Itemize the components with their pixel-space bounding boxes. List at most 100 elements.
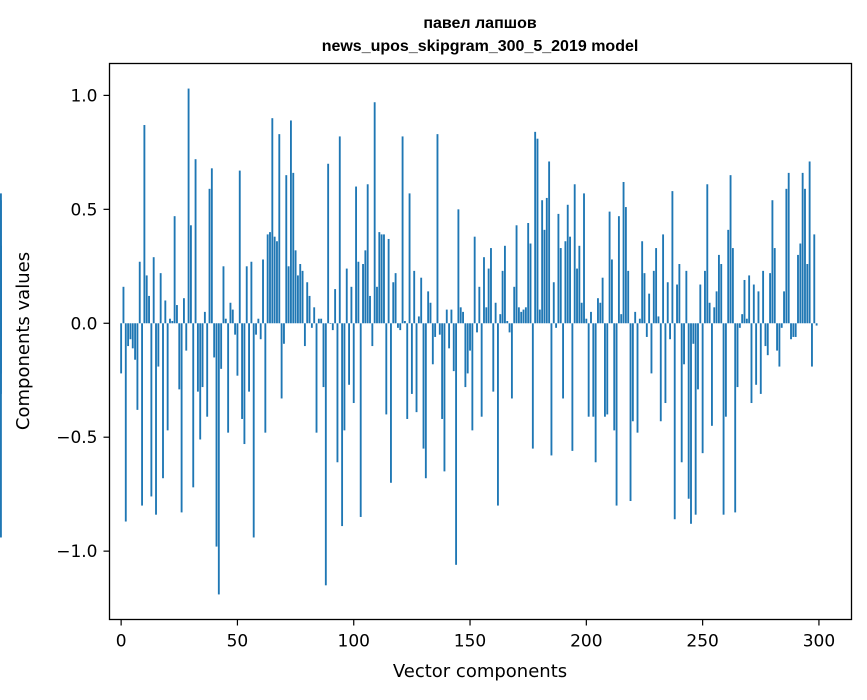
bar <box>329 323 332 324</box>
bar <box>545 197 548 324</box>
bar <box>136 323 139 410</box>
bar <box>145 275 148 324</box>
bar <box>666 282 669 324</box>
bar <box>748 275 751 324</box>
bar <box>220 323 223 369</box>
bar <box>429 302 432 324</box>
bar <box>280 323 283 399</box>
x-tick-label: 0 <box>116 632 127 652</box>
x-tick-label: 200 <box>570 632 602 652</box>
bar <box>606 323 609 415</box>
bar <box>336 323 339 463</box>
bar <box>157 323 160 367</box>
bar <box>183 298 185 324</box>
bar <box>497 323 499 506</box>
bar <box>364 250 367 324</box>
bar <box>641 241 644 324</box>
bar <box>296 275 299 324</box>
bar <box>620 314 623 324</box>
bar <box>245 266 248 324</box>
bar <box>199 323 202 440</box>
bar <box>643 273 646 324</box>
bar <box>431 323 434 365</box>
bar <box>0 193 2 324</box>
bar <box>438 323 441 335</box>
bar <box>324 323 327 586</box>
bar <box>713 307 716 324</box>
bar <box>410 323 413 394</box>
bar <box>334 289 337 324</box>
bar <box>520 311 523 324</box>
bar <box>669 323 671 340</box>
bar <box>778 323 781 367</box>
bar <box>434 323 437 337</box>
bar <box>671 191 674 324</box>
bar <box>192 323 195 488</box>
bar <box>494 302 497 324</box>
bar <box>359 323 362 517</box>
bar <box>541 200 544 324</box>
bar <box>224 318 227 324</box>
bar <box>315 323 318 433</box>
bar <box>450 309 453 324</box>
bar <box>308 295 311 324</box>
bar <box>180 323 183 513</box>
bar <box>664 323 667 404</box>
bar <box>813 234 816 324</box>
bar <box>487 268 490 324</box>
bar <box>517 307 520 324</box>
bar <box>636 323 639 433</box>
bar <box>476 323 478 333</box>
bar <box>301 270 304 324</box>
bar <box>448 323 451 349</box>
bar <box>613 323 616 431</box>
bar <box>185 323 188 351</box>
bar <box>538 309 541 324</box>
bar <box>576 268 578 324</box>
bar <box>562 323 564 399</box>
bar <box>804 188 806 324</box>
bar <box>120 323 123 374</box>
bar <box>580 302 583 324</box>
bar <box>238 170 241 324</box>
bar <box>720 264 723 324</box>
bar <box>134 323 137 360</box>
bar <box>236 323 239 376</box>
bar <box>608 211 611 324</box>
bar <box>271 118 274 324</box>
bar <box>313 307 316 324</box>
bar <box>424 323 427 479</box>
bar <box>473 236 476 324</box>
bar <box>615 323 618 506</box>
bar <box>564 241 567 324</box>
bar <box>383 234 385 324</box>
bars-group <box>0 88 818 595</box>
bar <box>757 291 760 324</box>
bar <box>506 320 509 324</box>
bar <box>657 316 660 324</box>
bar <box>694 323 697 515</box>
bar <box>510 323 513 399</box>
bar <box>327 163 330 324</box>
bar <box>143 125 146 324</box>
bar <box>196 323 199 392</box>
bar <box>503 245 506 324</box>
bar <box>152 257 155 324</box>
bar <box>578 245 581 324</box>
bar <box>231 309 234 324</box>
bar <box>483 257 485 324</box>
bar <box>715 291 718 324</box>
bar <box>601 277 604 324</box>
bar <box>745 318 748 324</box>
bar <box>122 286 125 324</box>
bar <box>203 311 206 324</box>
bar <box>548 161 551 324</box>
bar <box>592 323 595 417</box>
bar <box>164 300 167 324</box>
bar <box>697 323 699 390</box>
bar <box>464 323 467 388</box>
bar <box>343 323 346 431</box>
bar <box>310 323 313 328</box>
bar <box>436 134 439 324</box>
bar <box>480 323 483 417</box>
